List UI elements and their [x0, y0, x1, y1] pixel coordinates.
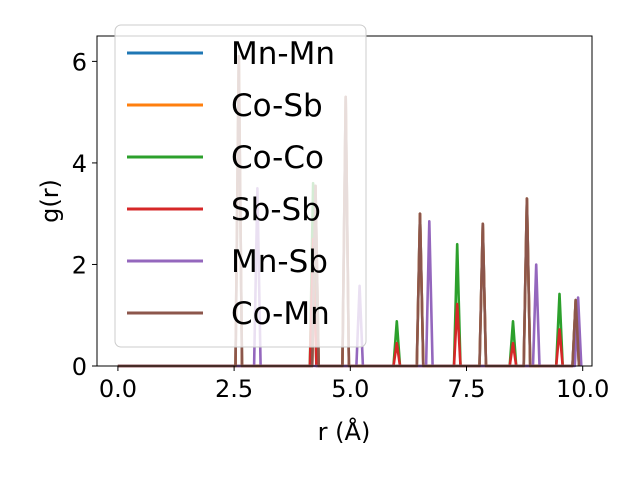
- y-tick-label: 6: [72, 48, 87, 76]
- y-axis: 0 2 4 6: [72, 48, 97, 381]
- y-axis-label: g(r): [36, 179, 64, 223]
- x-tick-label: 7.5: [447, 375, 485, 403]
- legend-label-sb-sb: Sb-Sb: [231, 192, 321, 228]
- y-tick-label: 2: [72, 251, 87, 279]
- legend-label-mn-mn: Mn-Mn: [231, 36, 335, 72]
- legend: Mn-Mn Co-Sb Co-Co Sb-Sb Mn-Sb Co-Mn: [114, 24, 367, 348]
- legend-label-co-mn: Co-Mn: [231, 296, 330, 332]
- x-tick-label: 5.0: [331, 375, 369, 403]
- y-tick-label: 0: [72, 353, 87, 381]
- legend-label-co-sb: Co-Sb: [231, 88, 323, 124]
- x-axis-label: r (Å): [318, 417, 371, 446]
- y-tick-label: 4: [72, 150, 87, 178]
- x-tick-label: 10.0: [556, 375, 609, 403]
- legend-label-co-co: Co-Co: [231, 140, 324, 176]
- x-axis: 0.0 2.5 5.0 7.5 10.0: [99, 366, 609, 403]
- x-tick-label: 0.0: [99, 375, 137, 403]
- x-tick-label: 2.5: [215, 375, 253, 403]
- legend-label-mn-sb: Mn-Sb: [231, 244, 328, 280]
